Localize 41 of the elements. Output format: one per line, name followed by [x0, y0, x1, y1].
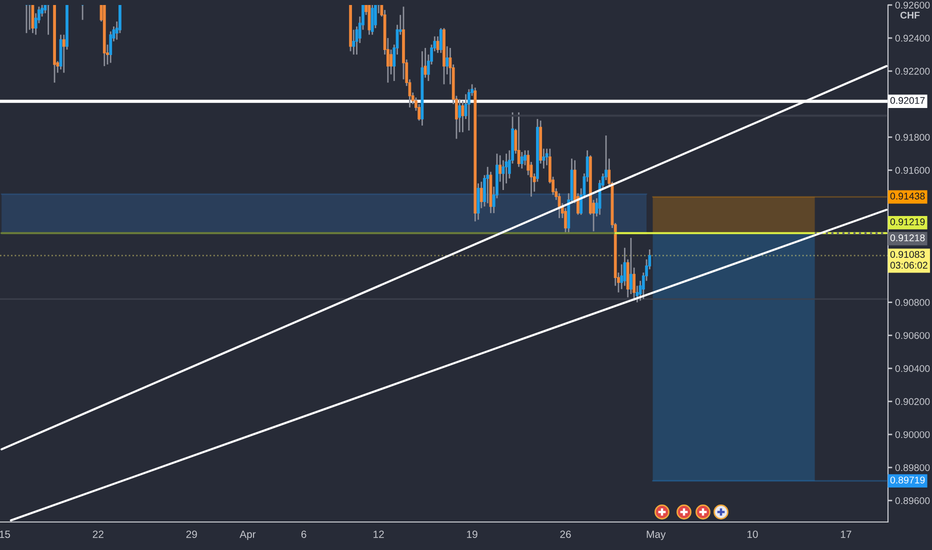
- y-tick-label: 0.90800: [895, 299, 930, 306]
- y-tick-label: 0.91800: [895, 134, 930, 141]
- candlestick: [467, 88, 470, 132]
- y-tick-label: 0.90000: [895, 431, 930, 438]
- x-tick-label: 29: [186, 530, 197, 538]
- y-axis-title: CHF: [900, 12, 920, 19]
- y-tick-label: 0.89600: [895, 497, 930, 504]
- candlestick: [439, 27, 442, 54]
- x-tick-label: 12: [374, 530, 384, 538]
- candlestick: [564, 207, 567, 234]
- data-label: 0.91438: [890, 192, 925, 200]
- candlestick: [630, 237, 632, 295]
- data-label: 0.91218: [890, 234, 925, 242]
- y-tick-label: 0.92600: [895, 2, 930, 9]
- x-tick-label: 26: [560, 530, 571, 538]
- y-tick-label: 0.91600: [895, 166, 930, 174]
- data-label: 0.91219: [890, 218, 925, 226]
- x-tick-label: 17: [840, 530, 852, 538]
- ref-line-label: 0.91083 03:06:02: [890, 250, 928, 269]
- y-tick-label: 0.92400: [895, 34, 930, 42]
- candlestick: [390, 48, 392, 76]
- x-tick-label: May: [646, 530, 666, 540]
- y-tick-label: 0.92200: [895, 68, 930, 75]
- x-tick-label: 22: [92, 530, 104, 538]
- candlestick: [62, 34, 66, 74]
- x-tick-label: 10: [747, 530, 758, 538]
- candlestick: [458, 98, 462, 133]
- x-tick-label: Apr: [240, 530, 256, 540]
- y-tick-label: 0.90600: [895, 332, 930, 339]
- x-tick-label: 19: [467, 530, 478, 538]
- candlestick: [352, 29, 356, 56]
- ref-line-label: 0.92017: [890, 97, 925, 104]
- y-tick-label: 0.89800: [895, 464, 930, 472]
- candlestick: [370, 5, 374, 36]
- candlestick: [109, 30, 112, 64]
- y-tick-label: 0.90400: [895, 365, 930, 372]
- x-tick-label: 6: [301, 530, 306, 538]
- x-tick-label: 15: [0, 530, 10, 538]
- y-tick-label: 0.90200: [895, 398, 930, 406]
- data-label: 0.89719: [890, 476, 925, 484]
- candlestick: [524, 150, 526, 166]
